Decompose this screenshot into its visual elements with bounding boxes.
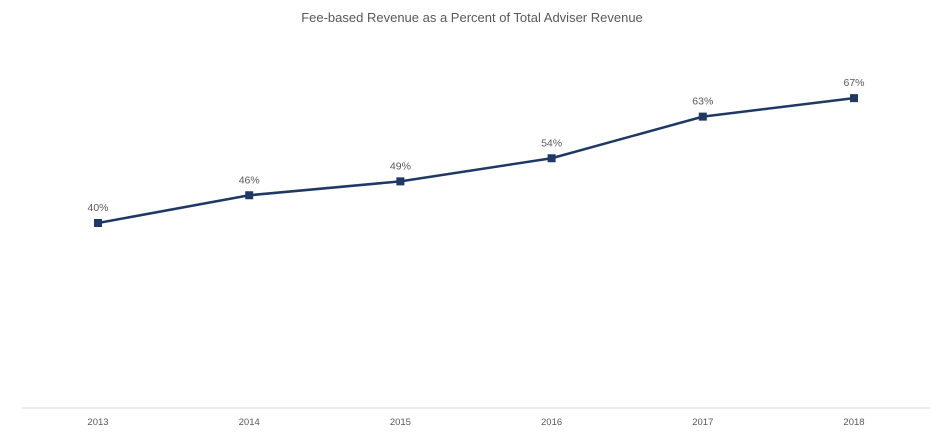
data-point-marker [547,154,556,163]
data-label: 40% [87,202,108,214]
x-tick-label: 2018 [843,417,864,428]
x-tick-label: 2013 [87,417,108,428]
data-point-marker [396,177,405,186]
x-tick-label: 2015 [390,417,411,428]
data-label: 63% [692,96,713,108]
x-tick-label: 2016 [541,417,562,428]
data-label: 46% [239,174,260,186]
data-label: 49% [390,160,411,172]
data-label: 54% [541,137,562,149]
data-label: 67% [843,77,864,89]
x-tick-label: 2014 [239,417,260,428]
data-point-marker [94,219,102,227]
x-tick-label: 2017 [692,417,713,428]
data-point-marker [245,191,254,200]
data-point-marker [698,112,707,121]
chart-title: Fee-based Revenue as a Percent of Total … [301,10,643,25]
series-line [97,96,855,225]
data-point-marker [850,94,858,103]
